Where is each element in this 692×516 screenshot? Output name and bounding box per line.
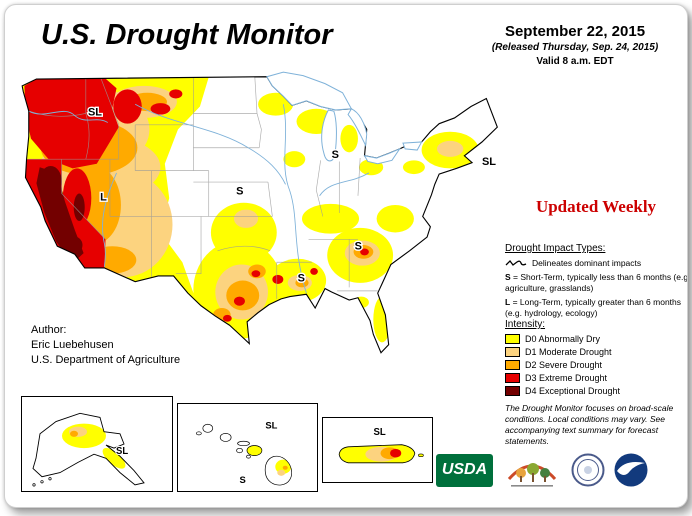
hawaii-label-south: S (240, 475, 246, 486)
d1-label: D1 Moderate Drought (525, 347, 612, 357)
impact-types-legend: Drought Impact Types: Delineates dominan… (505, 243, 688, 323)
intensity-legend: Intensity: D0 Abnormally Dry D1 Moderate… (505, 319, 687, 399)
lake-erie (363, 147, 402, 165)
long-term-text: = Long-Term, typically greater than 6 mo… (505, 297, 682, 318)
d4-swatch (505, 386, 520, 396)
big-island-d1 (277, 469, 286, 476)
legend-row-d3: D3 Extreme Drought (505, 373, 687, 383)
delineates-label: Delineates dominant impacts (532, 258, 642, 268)
great-lakes (266, 71, 423, 165)
label-southeast: S (355, 240, 363, 252)
long-term-definition: L = Long-Term, typically greater than 6 … (505, 297, 687, 318)
long-term-prefix: L (505, 297, 511, 308)
lake-superior (266, 71, 353, 111)
d3-swatch (505, 373, 520, 383)
lake-ontario (402, 141, 423, 151)
logos-row: USDA (436, 449, 649, 491)
usda-logo: USDA (436, 453, 493, 487)
alaska-outline (32, 412, 145, 486)
author-block: Author: Eric Luebehusen U.S. Department … (31, 323, 180, 368)
rivers (28, 103, 370, 294)
d4-label: D4 Exceptional Drought (525, 386, 621, 396)
puerto-rico-label: SL (373, 427, 385, 438)
puerto-rico-inset: SL (322, 417, 433, 483)
pr-d3 (390, 448, 402, 458)
date-block: September 22, 2015 (Released Thursday, S… (467, 23, 683, 67)
aleutian-islands (32, 477, 52, 487)
noaa-logo (614, 453, 648, 487)
usda-logo-text: USDA (441, 461, 488, 478)
state-borders (26, 76, 378, 299)
short-term-text: = Short-Term, typically less than 6 mont… (505, 272, 688, 293)
disclaimer-text: The Drought Monitor focuses on broad-sca… (505, 403, 674, 447)
map-date: September 22, 2015 (504, 23, 646, 40)
d3-label: D3 Extreme Drought (525, 373, 608, 383)
short-term-prefix: S (505, 272, 511, 282)
label-upper-midwest: S (332, 149, 340, 161)
drought-monitor-page: U.S. Drought Monitor September 22, 2015 … (4, 4, 688, 508)
impact-types-heading: Drought Impact Types: (505, 243, 606, 254)
alaska-inset: SL (21, 396, 173, 492)
short-term-definition: S = Short-Term, typically less than 6 mo… (505, 272, 688, 293)
d0-label: D0 Abnormally Dry (525, 334, 601, 344)
released-date: (Released Thursday, Sep. 24, 2015) (491, 42, 659, 53)
page-title: U.S. Drought Monitor (41, 19, 333, 51)
hawaii-label-main: SL (265, 420, 277, 431)
label-nevada: L (100, 191, 107, 203)
hawaii-islands (196, 423, 251, 459)
legend-row-d0: D0 Abnormally Dry (505, 334, 687, 344)
lake-michigan (321, 109, 337, 162)
legend-row-d4: D4 Exceptional Drought (505, 386, 687, 396)
big-island-d2 (282, 465, 288, 470)
hawaii-inset: SL S (177, 403, 318, 492)
alaska-label: SL (116, 446, 128, 457)
map-region-labels: SL L S S S S SL (87, 105, 498, 286)
label-central-plains: S (236, 185, 244, 197)
us-outline (21, 76, 498, 354)
vieques-island (418, 453, 424, 458)
d2-label: D2 Severe Drought (525, 360, 603, 370)
updated-weekly-note: Updated Weekly (535, 197, 657, 216)
author-org: U.S. Department of Agriculture (31, 353, 181, 366)
label-lower-mississippi: S (298, 273, 306, 285)
us-drought-map: SL L S S S S SL (21, 71, 498, 354)
legend-row-d2: D2 Severe Drought (505, 360, 687, 370)
intensity-heading: Intensity: (505, 319, 546, 330)
lake-huron (347, 108, 368, 148)
d1-swatch (505, 347, 520, 357)
author-label: Author: (31, 324, 67, 336)
impacts-squiggle-icon (505, 259, 527, 266)
label-pacific-northwest: SL (88, 106, 102, 118)
d2-swatch (505, 360, 520, 370)
maui-island (246, 445, 263, 456)
ndmc-logo (507, 463, 557, 487)
university-seal (571, 453, 605, 487)
legend-row-d1: D1 Moderate Drought (505, 347, 687, 357)
drought-layer-d4 (36, 166, 85, 264)
alaska-d2 (70, 430, 78, 437)
d0-swatch (505, 334, 520, 344)
valid-time: Valid 8 a.m. EDT (536, 56, 614, 67)
puerto-rico-outline (338, 444, 416, 464)
author-name: Eric Luebehusen (31, 338, 114, 351)
label-northeast: SL (482, 156, 496, 168)
big-island-outline (264, 455, 293, 486)
